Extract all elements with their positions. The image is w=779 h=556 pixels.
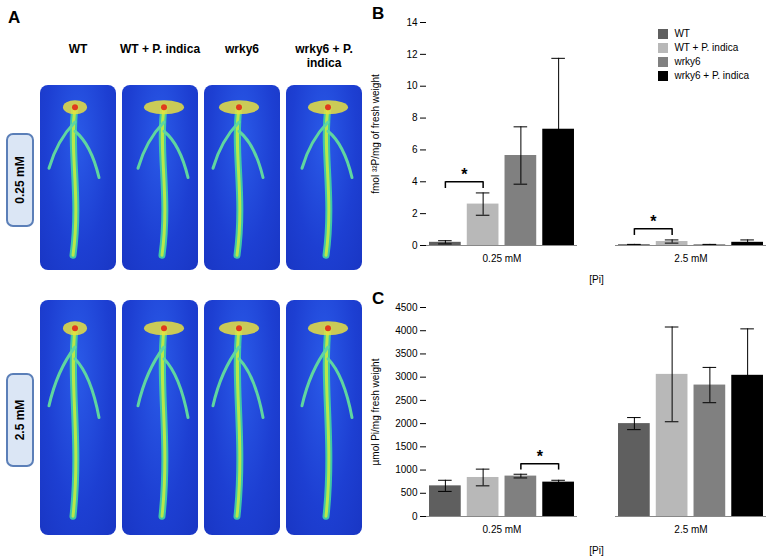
svg-text:10: 10: [406, 80, 418, 91]
html-text:WT: WT: [68, 42, 88, 56]
svg-text:µmol Pi/mg fresh weight: µmol Pi/mg fresh weight: [370, 358, 381, 465]
html-text:2.5 mM: 2.5 mM: [13, 399, 27, 440]
svg-text:0: 0: [412, 240, 418, 251]
svg-text:3500: 3500: [395, 348, 418, 359]
svg-text:12: 12: [406, 49, 418, 60]
svg-text:1500: 1500: [395, 441, 418, 452]
svg-text:2500: 2500: [395, 395, 418, 406]
html-text:WT + P. indica: WT + P. indica: [674, 42, 739, 53]
svg-text:*: *: [537, 448, 544, 465]
html-text:0.25 mM: 0.25 mM: [13, 155, 27, 204]
svg-text:2.5 mM: 2.5 mM: [674, 253, 707, 264]
html-text:C: C: [372, 289, 385, 308]
svg-text:0: 0: [412, 511, 418, 522]
svg-text:4000: 4000: [395, 325, 418, 336]
svg-text:0.25 mM: 0.25 mM: [483, 524, 522, 535]
svg-text:0.25 mM: 0.25 mM: [483, 253, 522, 264]
svg-text:8: 8: [412, 112, 418, 123]
svg-text:1000: 1000: [395, 464, 418, 475]
svg-text:4500: 4500: [395, 302, 418, 313]
html-text:wrky6 + P. indica: wrky6 + P. indica: [295, 42, 353, 70]
svg-text:[Pi]: [Pi]: [589, 274, 604, 285]
svg-text:*: *: [461, 166, 468, 183]
svg-text:500: 500: [401, 487, 418, 498]
html-text:B: B: [372, 4, 385, 23]
svg-text:2: 2: [412, 208, 418, 219]
svg-text:*: *: [650, 213, 657, 230]
svg-text:2000: 2000: [395, 418, 418, 429]
svg-text:4: 4: [412, 176, 418, 187]
svg-text:2.5 mM: 2.5 mM: [674, 524, 707, 535]
svg-text:14: 14: [406, 17, 418, 28]
html-text:wrky6: wrky6: [225, 42, 259, 56]
html-text:A: A: [8, 8, 21, 27]
svg-text:[Pi]: [Pi]: [589, 545, 604, 556]
html-text:WT: WT: [674, 28, 690, 39]
svg-text:3000: 3000: [395, 371, 418, 382]
html-text:wrky6 + P. indica: wrky6 + P. indica: [674, 70, 749, 81]
html-text:wrky6: wrky6: [674, 56, 701, 67]
svg-text:fmol ³²P/mg of fresh weight: fmol ³²P/mg of fresh weight: [370, 74, 381, 194]
html-text:WT + P. indica: WT + P. indica: [119, 42, 201, 56]
svg-text:6: 6: [412, 144, 418, 155]
